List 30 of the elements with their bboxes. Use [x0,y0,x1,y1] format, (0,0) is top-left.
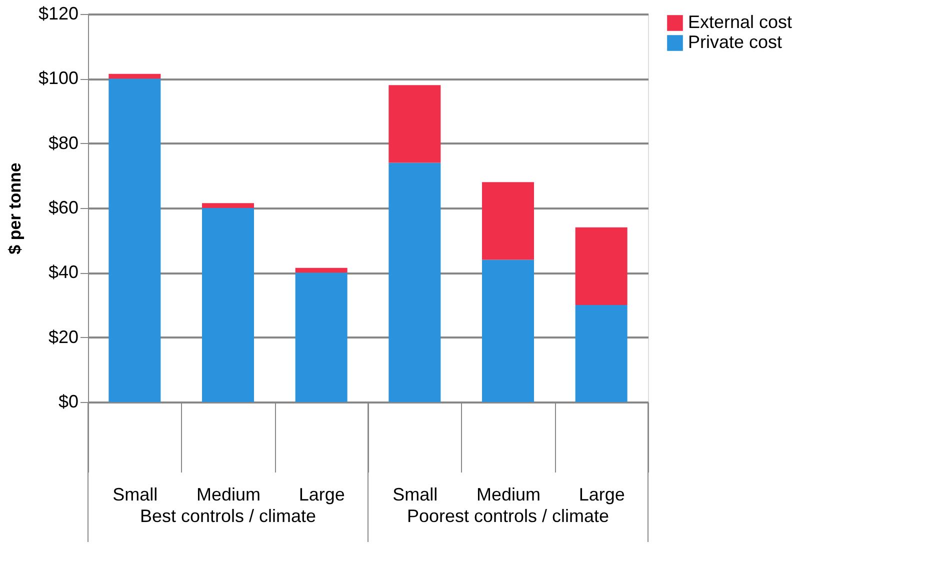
x-tick-label: Small [112,484,158,504]
bar [108,78,161,402]
legend-label: External cost [688,12,792,32]
text: Best controls / climate [140,506,316,526]
bar [202,203,254,208]
bar [388,85,441,163]
bar [482,182,534,260]
y-tick-label: $80 [48,132,78,153]
y-axis-title: $ per tonne [5,162,24,254]
x-tick-label: Small [392,484,438,504]
bar [575,227,628,305]
y-tick-label: $60 [48,198,78,218]
text: Poorest controls / climate [406,506,610,526]
bar [295,268,348,273]
x-tick-label: Medium [476,484,541,504]
y-tick-label: $120 [38,4,78,24]
x-tick-label: Large [298,484,345,504]
bar [202,208,254,402]
y-tick-label: $20 [48,326,78,347]
legend-label: Private cost [688,32,782,52]
x-tick-label: Large [578,484,625,504]
bar [295,272,348,402]
y-tick-label: $100 [38,68,78,88]
y-tick-label: $40 [48,262,78,282]
bar [108,74,161,79]
bar [482,260,534,402]
x-tick-label: Medium [196,484,261,504]
bar [388,162,441,402]
bar [575,305,628,402]
y-tick-label: $0 [58,392,78,412]
